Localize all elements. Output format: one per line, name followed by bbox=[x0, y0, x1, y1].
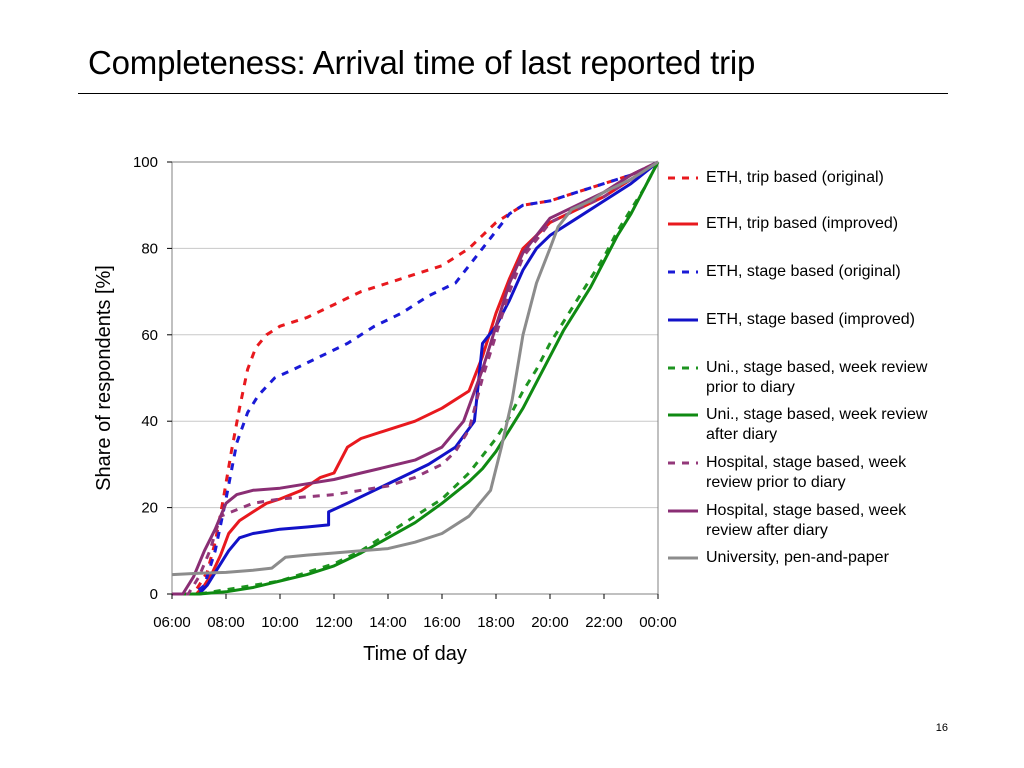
plot-area-frame bbox=[171, 161, 659, 595]
legend-label-8: Hospital, stage based, week review after… bbox=[706, 502, 907, 539]
x-tick-label: 06:00 bbox=[153, 614, 191, 631]
x-tick-label: 18:00 bbox=[477, 614, 515, 631]
legend-label-5: Uni., stage based, week review prior to … bbox=[706, 359, 928, 396]
series-layer bbox=[171, 160, 660, 596]
legend-label-7: Hospital, stage based, week review prior… bbox=[706, 454, 907, 491]
page-number: 16 bbox=[935, 722, 948, 734]
x-tick-label: 10:00 bbox=[261, 614, 299, 631]
legend-label-2: ETH, trip based (improved) bbox=[706, 215, 899, 232]
series-line-2 bbox=[172, 160, 659, 596]
series-line-8 bbox=[172, 160, 659, 596]
y-tick-label: 0 bbox=[150, 586, 158, 603]
x-tick-label: 20:00 bbox=[531, 614, 569, 631]
y-tick-label: 20 bbox=[141, 500, 158, 517]
x-tick-labels: 06:00 08:00 10:00 12:00 14:00 16:00 18:00 20:00… bbox=[153, 594, 677, 631]
series-line-6 bbox=[172, 161, 660, 596]
series-line-3 bbox=[172, 160, 659, 596]
x-tick-label: 00:00 bbox=[639, 614, 677, 631]
line-chart: 0 20 40 60 80 100 06:00 08:00 10:00 12:00 14:00 16… bbox=[93, 154, 698, 665]
series-line-9 bbox=[171, 160, 659, 577]
y-tick-label: 80 bbox=[141, 240, 158, 257]
x-axis-title: Time of day bbox=[363, 643, 467, 665]
page-title: Completeness: Arrival time of last repor… bbox=[88, 44, 756, 81]
series-line-5 bbox=[172, 161, 660, 596]
x-tick-label: 22:00 bbox=[585, 614, 623, 631]
x-tick-label: 08:00 bbox=[207, 614, 245, 631]
x-tick-label: 14:00 bbox=[369, 614, 407, 631]
y-axis-title: Share of respondents [%] bbox=[93, 265, 115, 491]
title-divider bbox=[78, 93, 948, 94]
y-tick-label: 40 bbox=[141, 413, 158, 430]
y-tick-label: 60 bbox=[141, 327, 158, 344]
gridlines bbox=[172, 247, 658, 509]
x-tick-label: 16:00 bbox=[423, 614, 461, 631]
legend-keys bbox=[668, 176, 698, 560]
y-tick-label: 100 bbox=[133, 154, 158, 171]
y-tick-labels: 0 20 40 60 80 100 bbox=[133, 154, 172, 603]
x-tick-label: 12:00 bbox=[315, 614, 353, 631]
series-line-1 bbox=[172, 160, 659, 596]
legend-label-4: ETH, stage based (improved) bbox=[706, 311, 915, 328]
series-line-7 bbox=[172, 160, 659, 596]
legend-label-3: ETH, stage based (original) bbox=[706, 263, 901, 280]
series-line-4 bbox=[172, 160, 659, 596]
legend-label-9: University, pen-and-paper bbox=[706, 549, 889, 566]
legend-label-6: Uni., stage based, week review after dia… bbox=[706, 406, 928, 443]
legend-label-1: ETH, trip based (original) bbox=[706, 169, 884, 186]
